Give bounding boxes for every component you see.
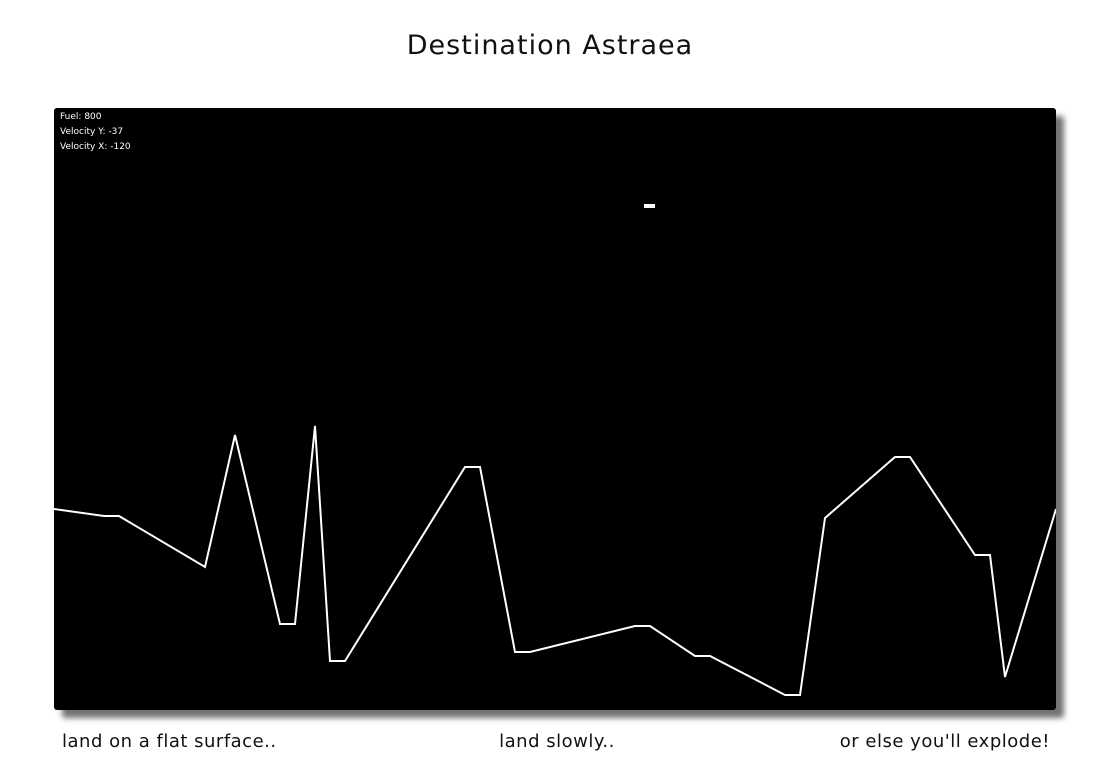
velocity-x-readout: Velocity X: -120 xyxy=(60,142,131,152)
caption-flat-surface: land on a flat surface.. xyxy=(62,731,277,752)
terrain-layer xyxy=(54,204,1056,696)
hud-panel: Fuel: 800 Velocity Y: -37 Velocity X: -1… xyxy=(60,110,131,155)
caption-land-slowly: land slowly.. xyxy=(499,731,615,752)
lander-ship xyxy=(644,204,655,208)
caption-explode: or else you'll explode! xyxy=(839,731,1050,752)
game-title: Destination Astraea xyxy=(406,30,694,61)
terrain-line xyxy=(54,425,1056,696)
game-canvas[interactable]: Fuel: 800 Velocity Y: -37 Velocity X: -1… xyxy=(54,108,1056,710)
fuel-readout: Fuel: 800 xyxy=(60,112,102,122)
velocity-y-readout: Velocity Y: -37 xyxy=(60,127,124,137)
